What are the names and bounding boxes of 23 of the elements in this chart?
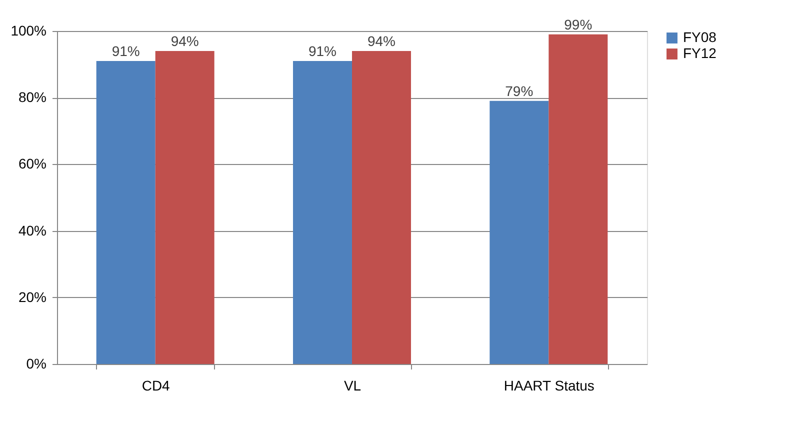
bar <box>548 34 608 364</box>
y-tick-label: 60% <box>18 156 46 172</box>
y-tick-label: 0% <box>26 356 46 372</box>
legend-label: FY08 <box>683 29 717 45</box>
y-tick-label: 40% <box>18 222 46 238</box>
y-tick-label: 80% <box>18 89 46 106</box>
data-label: 91% <box>112 42 140 59</box>
y-tick-label: 20% <box>18 288 46 305</box>
x-tick-label: CD4 <box>142 378 170 394</box>
bar <box>155 50 214 364</box>
bar <box>490 100 549 364</box>
data-label: 91% <box>308 42 337 59</box>
bar <box>293 60 352 364</box>
data-label: 94% <box>367 32 396 49</box>
x-tick-label: VL <box>344 378 362 394</box>
x-tick-label: HAART Status <box>504 378 594 394</box>
data-label: 79% <box>505 82 534 99</box>
y-tick-label: 100% <box>10 22 46 38</box>
bar <box>352 50 411 364</box>
legend-label: FY12 <box>683 45 717 61</box>
data-label: 94% <box>170 32 199 49</box>
data-label: 99% <box>564 16 592 32</box>
bar <box>96 60 156 364</box>
